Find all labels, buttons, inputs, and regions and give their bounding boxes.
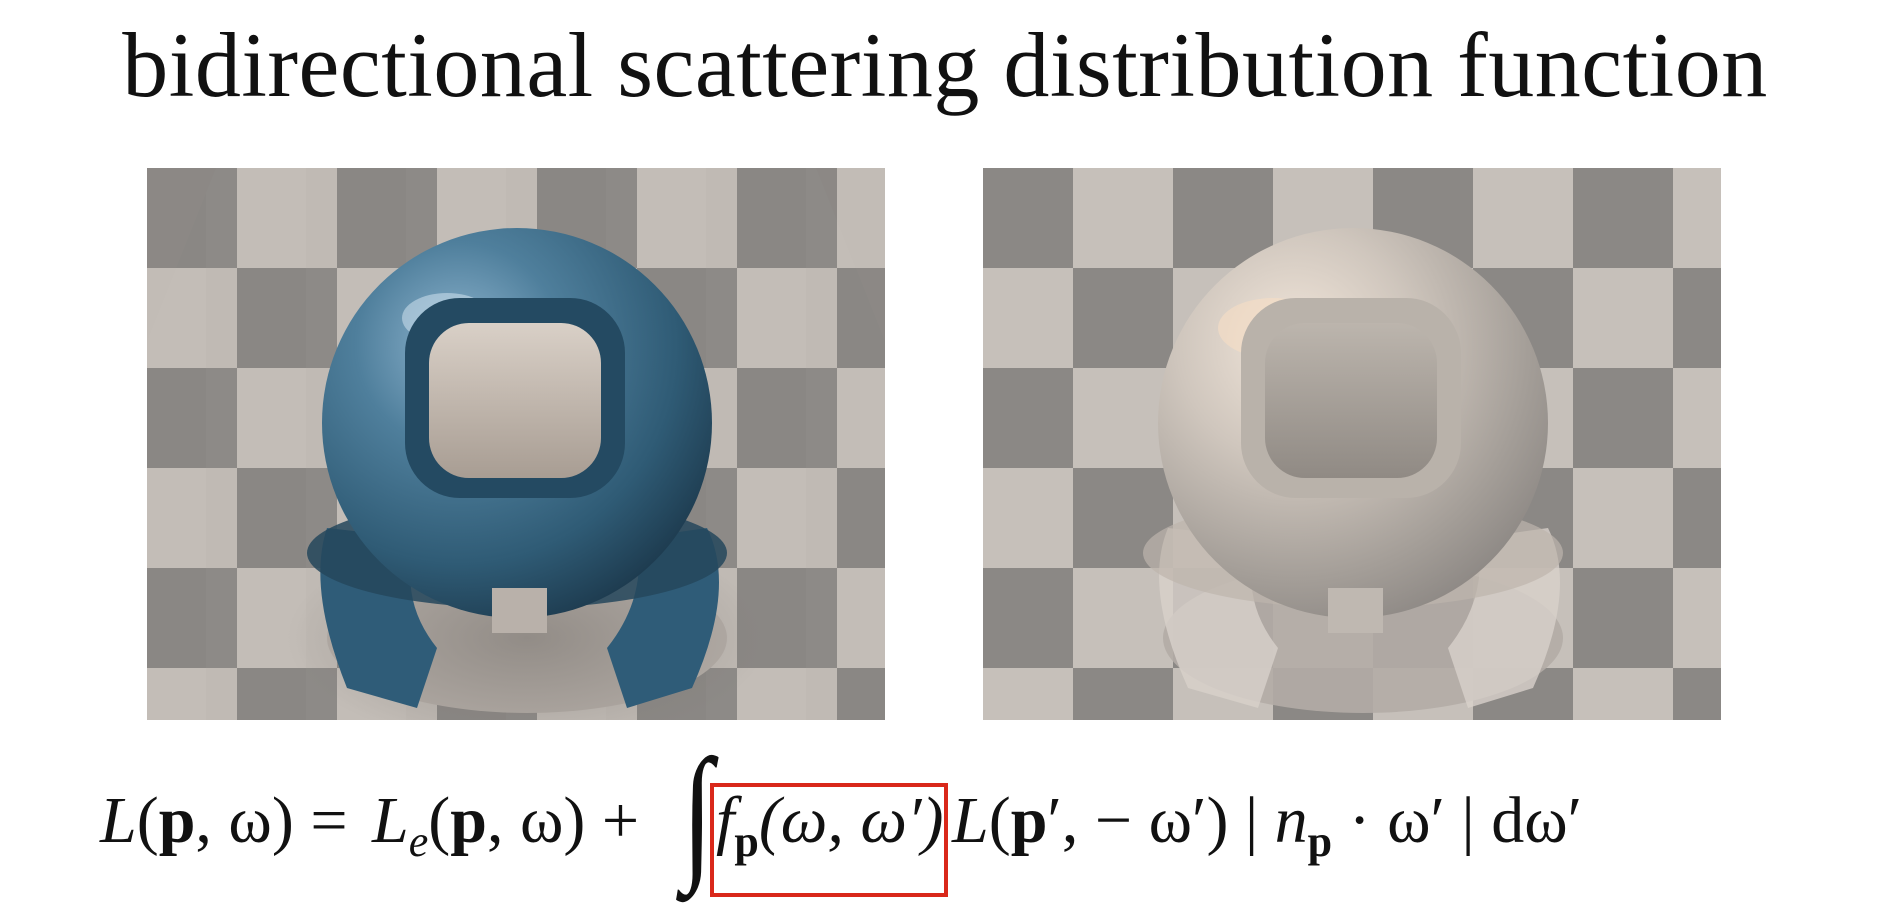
- equation-bsdf-term: fp(ω, ω′): [716, 784, 944, 866]
- glossy-material-render: [147, 168, 885, 720]
- equation-emitted-term: Le(p, ω) +: [372, 784, 640, 866]
- glossy-blue-material-ball-icon: [147, 168, 885, 720]
- equation-lhs: L(p, ω) =: [100, 784, 348, 857]
- slide-title: bidirectional scattering distribution fu…: [122, 14, 1768, 116]
- rough-glass-material-render: [983, 168, 1721, 720]
- equation-incident-term: L(p′, − ω′) | np · ω′ | dω′: [952, 784, 1583, 866]
- rendering-equation: L(p, ω) = Le(p, ω) + ∫ fp(ω, ω′) L(p′, −…: [100, 737, 1800, 915]
- rough-glass-material-ball-icon: [983, 168, 1721, 720]
- integral-sign: ∫: [682, 729, 713, 895]
- bsdf-highlight-box: [710, 783, 948, 897]
